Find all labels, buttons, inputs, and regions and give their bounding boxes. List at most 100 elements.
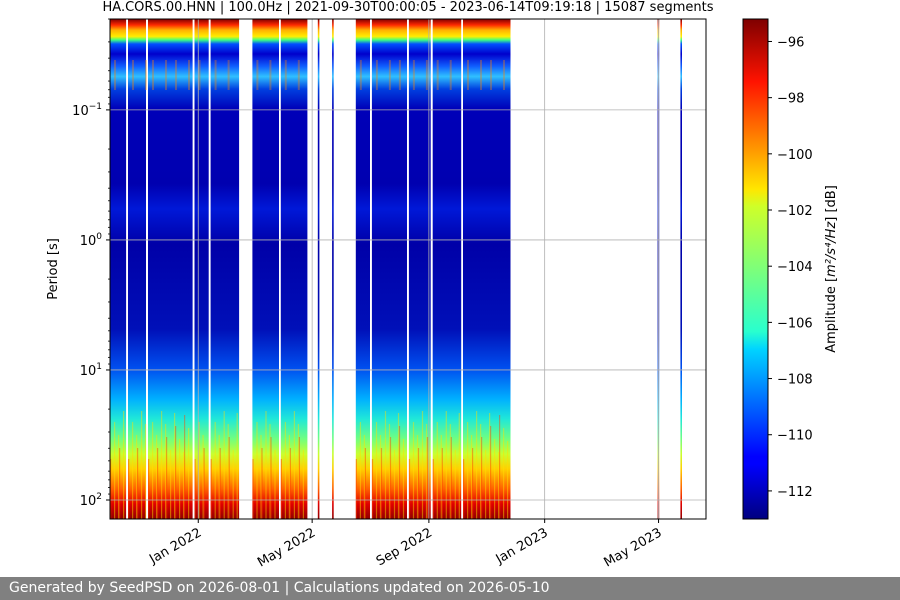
texture-streak — [384, 411, 387, 519]
texture-streak — [426, 437, 429, 519]
y-axis: 10−1 100 101 102 — [72, 18, 110, 509]
texture-streak — [137, 448, 139, 519]
chart-title: HA.CORS.00.HNN | 100.0Hz | 2021-09-30T00… — [103, 0, 714, 15]
texture-streak — [261, 448, 263, 519]
texture-streak — [175, 426, 177, 519]
texture-streak — [114, 422, 116, 519]
texture-streak — [355, 459, 357, 519]
texture-streak — [265, 411, 267, 519]
colorbar-tick-label: −106 — [777, 316, 813, 331]
texture-spot — [152, 60, 154, 90]
y-tick-label: 100 — [80, 232, 103, 249]
texture-streak — [270, 437, 272, 519]
colorbar: −96 −98 −100 −102 −104 −106 −108 −110 −112 Ampli… — [742, 18, 839, 520]
footer-text: Generated by SeedPSD on 2026-08-01 | Cal… — [9, 580, 550, 596]
texture-streak — [454, 450, 456, 519]
texture-streak — [481, 437, 483, 519]
texture-streak — [119, 448, 121, 519]
texture-streak — [252, 459, 254, 519]
y-axis-label: Period [s] — [46, 238, 61, 300]
spectrogram-texture — [110, 60, 509, 519]
texture-streak — [136, 435, 138, 519]
texture-streak — [416, 435, 419, 519]
texture-streak — [379, 435, 382, 519]
data-band — [463, 19, 511, 519]
texture-spot — [425, 60, 428, 90]
texture-spot — [359, 60, 362, 90]
texture-streak — [274, 450, 276, 519]
colorbar-tick-label: −112 — [777, 485, 813, 500]
texture-streak — [467, 422, 469, 519]
data-band — [280, 19, 308, 519]
data-band — [110, 19, 127, 519]
texture-streak — [170, 450, 172, 519]
texture-streak — [389, 437, 392, 519]
texture-streak — [507, 441, 509, 519]
texture-streak — [228, 437, 230, 519]
texture-streak — [223, 411, 225, 519]
texture-spot — [284, 60, 287, 90]
texture-spot — [256, 60, 259, 90]
texture-streak — [449, 424, 451, 519]
data-band — [355, 19, 370, 519]
texture-streak — [260, 435, 262, 519]
texture-streak — [472, 448, 474, 519]
texture-spot — [467, 60, 469, 90]
colorbar-label-prefix: Amplitude [ — [824, 277, 839, 353]
texture-spot — [198, 60, 201, 90]
texture-streak — [289, 448, 291, 519]
texture-streak — [363, 435, 365, 519]
texture-streak — [498, 452, 500, 519]
psd-spectrogram-chart: HA.CORS.00.HNN | 100.0Hz | 2021-09-30T00… — [46, 0, 839, 571]
texture-spot — [227, 60, 230, 90]
colorbar-tick-label: −108 — [777, 373, 813, 388]
texture-streak — [397, 413, 400, 519]
texture-streak — [214, 422, 216, 519]
texture-streak — [174, 413, 176, 519]
data-band — [194, 19, 209, 519]
texture-streak — [359, 422, 361, 519]
texture-streak — [432, 459, 434, 519]
texture-spot — [145, 60, 147, 90]
colorbar-label-math: m²/s⁴/Hz — [824, 221, 839, 277]
texture-streak — [210, 459, 212, 519]
texture-streak — [141, 411, 143, 519]
texture-streak — [156, 435, 158, 519]
texture-streak — [166, 437, 168, 519]
colorbar-label-suffix: ] [dB] — [824, 185, 839, 222]
texture-streak — [232, 450, 234, 519]
texture-spot — [214, 60, 217, 90]
texture-streak — [463, 459, 465, 519]
texture-streak — [132, 422, 134, 519]
texture-spot — [297, 60, 300, 90]
texture-spot — [165, 60, 167, 90]
texture-streak — [236, 413, 238, 519]
texture-streak — [503, 428, 505, 519]
data-band — [148, 19, 193, 519]
colorbar-tick-label: −98 — [777, 92, 804, 107]
x-tick-label: Jan 2022 — [146, 525, 204, 567]
texture-spot — [132, 60, 134, 90]
texture-streak — [364, 448, 366, 519]
texture-streak — [417, 448, 420, 519]
texture-spot — [114, 60, 116, 90]
texture-spot — [480, 60, 482, 90]
texture-streak — [371, 459, 374, 519]
y-tick-label: 10−1 — [72, 102, 102, 119]
texture-streak — [198, 422, 200, 519]
texture-streak — [145, 424, 147, 519]
colorbar-gradient — [742, 18, 769, 520]
colorbar-tick-label: −110 — [777, 429, 813, 444]
texture-streak — [203, 448, 205, 519]
spectrogram-bands — [110, 19, 682, 519]
texture-streak — [490, 426, 492, 519]
texture-spot — [490, 60, 492, 90]
texture-streak — [480, 424, 482, 519]
colorbar-tick-label: −96 — [777, 35, 804, 50]
texture-streak — [499, 415, 501, 519]
texture-spot — [398, 60, 401, 90]
colorbar-tick-label: −100 — [777, 148, 813, 163]
x-tick-label: Jan 2023 — [493, 525, 551, 567]
texture-streak — [441, 448, 443, 519]
texture-streak — [440, 435, 442, 519]
